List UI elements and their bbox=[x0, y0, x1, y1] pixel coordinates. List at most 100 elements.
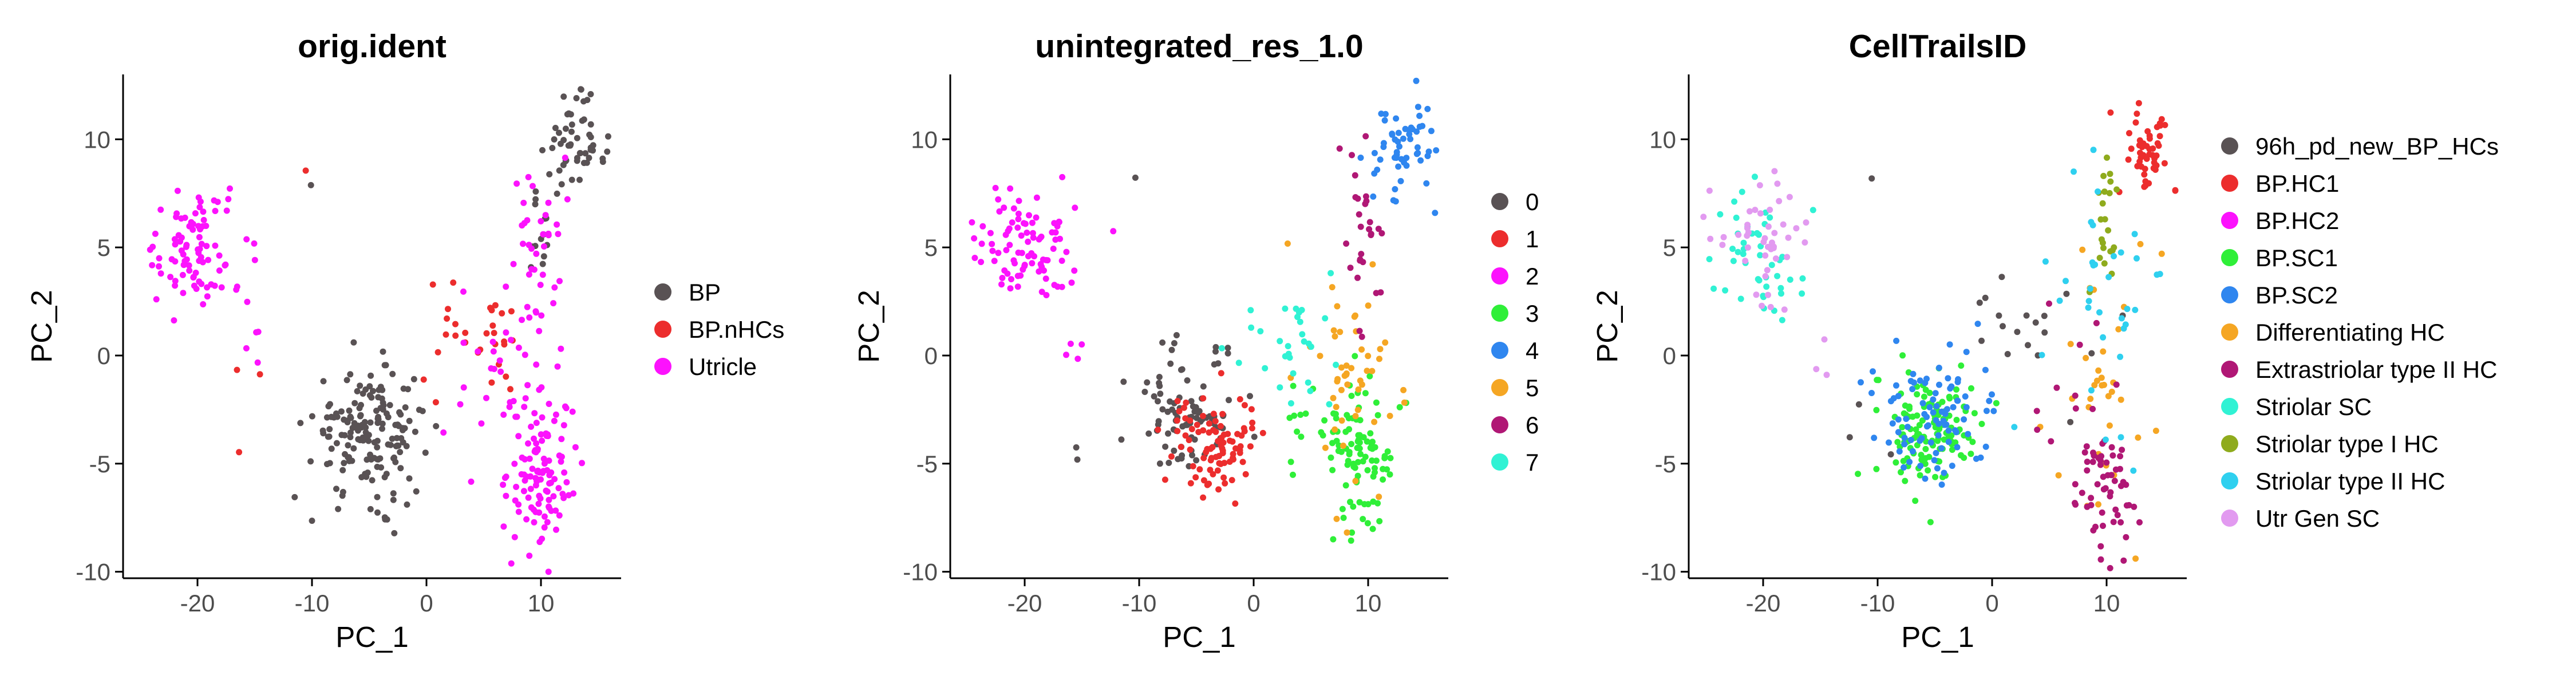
scatter-point bbox=[487, 305, 493, 311]
legend-label: 2 bbox=[1526, 263, 1539, 290]
scatter-point bbox=[521, 404, 528, 410]
scatter-point bbox=[2155, 143, 2162, 149]
scatter-point bbox=[2085, 298, 2092, 305]
scatter-point bbox=[1009, 219, 1016, 226]
scatter-point bbox=[389, 435, 396, 442]
legend-marker bbox=[1491, 193, 1508, 210]
scatter-point bbox=[1392, 186, 1398, 192]
scatter-point bbox=[492, 302, 499, 309]
scatter-point bbox=[346, 457, 353, 464]
legend-marker bbox=[1491, 453, 1508, 471]
scatter-point bbox=[564, 196, 571, 203]
scatter-point bbox=[1967, 451, 1974, 457]
scatter-point bbox=[1165, 460, 1172, 466]
scatter-point bbox=[1162, 443, 1169, 450]
y-tick-label: 0 bbox=[924, 342, 938, 369]
scatter-point bbox=[1365, 501, 1372, 508]
scatter-point bbox=[2096, 309, 2103, 316]
scatter-point bbox=[374, 464, 381, 470]
legend-marker bbox=[2221, 398, 2238, 415]
scatter-point bbox=[1923, 438, 1930, 445]
scatter-point bbox=[1700, 214, 1707, 220]
scatter-point bbox=[1949, 463, 1955, 469]
scatter-point bbox=[1740, 251, 1747, 258]
scatter-point bbox=[2056, 297, 2063, 304]
scatter-point bbox=[1015, 216, 1022, 223]
scatter-point bbox=[200, 216, 207, 223]
scatter-point bbox=[515, 344, 522, 351]
scatter-point bbox=[545, 199, 552, 206]
scatter-point bbox=[564, 111, 571, 118]
scatter-point bbox=[1974, 321, 1981, 327]
scatter-point bbox=[527, 473, 534, 480]
scatter-point bbox=[556, 452, 563, 459]
scatter-point bbox=[1012, 260, 1018, 267]
scatter-point bbox=[1953, 386, 1959, 393]
scatter-point bbox=[569, 408, 576, 415]
data-points bbox=[147, 86, 611, 575]
scatter-point bbox=[1286, 354, 1293, 361]
scatter-point bbox=[254, 359, 261, 366]
scatter-point bbox=[333, 485, 339, 492]
scatter-point bbox=[1317, 353, 1323, 360]
chart-title: unintegrated_res_1.0 bbox=[1035, 28, 1363, 65]
scatter-point bbox=[2141, 171, 2148, 178]
scatter-point bbox=[1731, 198, 1738, 205]
scatter-point bbox=[999, 275, 1006, 281]
scatter-point bbox=[354, 425, 361, 432]
scatter-point bbox=[192, 270, 199, 276]
scatter-point bbox=[1801, 239, 1808, 246]
scatter-point bbox=[1772, 255, 1779, 262]
scatter-point bbox=[1397, 177, 1404, 184]
scatter-point bbox=[1352, 413, 1359, 420]
scatter-point bbox=[343, 377, 350, 384]
scatter-point bbox=[1903, 416, 1910, 423]
scatter-point bbox=[1366, 373, 1373, 380]
scatter-point bbox=[1887, 398, 1894, 405]
scatter-point bbox=[1050, 246, 1057, 252]
scatter-point bbox=[1326, 401, 1333, 408]
scatter-point bbox=[433, 423, 440, 429]
scatter-point bbox=[375, 394, 382, 401]
scatter-point bbox=[1297, 412, 1304, 418]
scatter-point bbox=[1889, 420, 1896, 427]
scatter-point bbox=[563, 405, 570, 412]
scatter-point bbox=[522, 395, 529, 402]
scatter-point bbox=[1387, 455, 1394, 461]
scatter-point bbox=[1744, 222, 1751, 228]
scatter-point bbox=[1164, 408, 1171, 415]
scatter-point bbox=[1207, 457, 1214, 464]
scatter-point bbox=[568, 128, 575, 135]
scatter-point bbox=[2136, 158, 2143, 165]
legend-label: Striolar type II HC bbox=[2255, 468, 2445, 495]
scatter-point bbox=[551, 417, 558, 424]
scatter-point bbox=[532, 475, 539, 481]
scatter-point bbox=[1173, 332, 1180, 338]
scatter-point bbox=[1001, 204, 1008, 211]
scatter-point bbox=[1917, 463, 1924, 469]
scatter-point bbox=[1072, 204, 1078, 211]
scatter-point bbox=[515, 501, 522, 508]
scatter-point bbox=[1893, 382, 1899, 389]
scatter-point bbox=[1218, 345, 1225, 352]
scatter-point bbox=[374, 444, 381, 451]
scatter-point bbox=[1901, 435, 1908, 441]
scatter-point bbox=[429, 281, 436, 288]
scatter-point bbox=[1362, 200, 1369, 207]
scatter-point bbox=[328, 413, 335, 420]
scatter-point bbox=[1759, 302, 1765, 309]
scatter-point bbox=[334, 413, 341, 420]
scatter-point bbox=[382, 362, 389, 369]
scatter-point bbox=[214, 199, 221, 206]
scatter-point bbox=[1171, 447, 1178, 454]
scatter-point bbox=[2162, 121, 2168, 128]
scatter-point bbox=[1001, 267, 1008, 274]
scatter-point bbox=[521, 220, 528, 227]
scatter-point bbox=[2089, 459, 2096, 465]
chart-panel-2: unintegrated_res_1.0-20 -10 0 10-10-50510PC… bbox=[852, 28, 1539, 653]
scatter-point bbox=[1939, 398, 1946, 405]
scatter-point bbox=[549, 145, 556, 151]
scatter-point bbox=[1887, 451, 1894, 458]
scatter-point bbox=[1355, 437, 1362, 444]
scatter-point bbox=[2134, 110, 2140, 117]
